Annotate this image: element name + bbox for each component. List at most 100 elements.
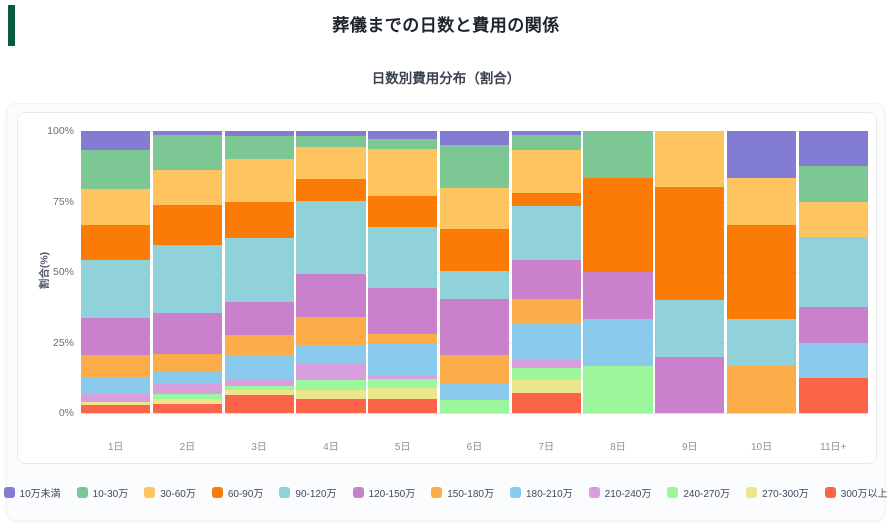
bar-segment-10万未満[interactable] — [511, 131, 581, 135]
bar-segment-120-150万[interactable] — [368, 287, 438, 334]
bar-segment-10-30万[interactable] — [583, 131, 653, 179]
bar-segment-10万未満[interactable] — [224, 131, 294, 137]
bar-segment-90-120万[interactable] — [798, 236, 868, 308]
bar-segment-120-150万[interactable] — [511, 260, 581, 300]
bar-segment-60-90万[interactable] — [655, 187, 725, 301]
bar-segment-10-30万[interactable] — [798, 166, 868, 202]
legend-item-10万未満[interactable]: 10万未満 — [3, 485, 61, 500]
legend-item-10-30万[interactable]: 10-30万 — [76, 485, 128, 500]
bar-segment-30-60万[interactable] — [368, 149, 438, 196]
bar-segment-180-210万[interactable] — [368, 344, 438, 376]
bar-segment-10万未満[interactable] — [798, 131, 868, 167]
bar-segment-90-120万[interactable] — [368, 226, 438, 288]
stacked-bar-5日[interactable] — [368, 131, 438, 413]
bar-segment-300万以上[interactable] — [798, 377, 868, 413]
bar-segment-150-180万[interactable] — [296, 317, 366, 346]
bar-segment-90-120万[interactable] — [726, 319, 797, 366]
bar-segment-270-300万[interactable] — [224, 389, 294, 396]
bar-segment-300万以上[interactable] — [368, 398, 438, 413]
bar-segment-300万以上[interactable] — [511, 392, 581, 413]
legend-item-300万以上[interactable]: 300万以上 — [824, 485, 887, 500]
bar-segment-270-300万[interactable] — [368, 387, 438, 399]
bar-segment-180-210万[interactable] — [81, 377, 151, 395]
bar-segment-30-60万[interactable] — [726, 178, 797, 226]
bar-segment-300万以上[interactable] — [81, 405, 151, 413]
bar-segment-30-60万[interactable] — [296, 147, 366, 179]
bar-segment-30-60万[interactable] — [224, 158, 294, 202]
bar-segment-210-240万[interactable] — [296, 363, 366, 381]
bar-segment-210-240万[interactable] — [368, 375, 438, 379]
legend-item-210-240万[interactable]: 210-240万 — [588, 485, 651, 500]
bar-segment-10万未満[interactable] — [296, 131, 366, 137]
bar-segment-90-120万[interactable] — [81, 259, 151, 319]
bar-segment-240-270万[interactable] — [224, 385, 294, 390]
bar-segment-30-60万[interactable] — [798, 201, 868, 237]
legend-item-150-180万[interactable]: 150-180万 — [431, 485, 494, 500]
bar-segment-180-210万[interactable] — [439, 382, 510, 400]
stacked-bar-4日[interactable] — [296, 131, 366, 413]
bar-segment-150-180万[interactable] — [511, 299, 581, 323]
legend-item-120-150万[interactable]: 120-150万 — [352, 485, 415, 500]
bar-segment-150-180万[interactable] — [439, 354, 510, 383]
bar-segment-150-180万[interactable] — [368, 333, 438, 345]
bar-segment-240-270万[interactable] — [439, 399, 510, 413]
legend-item-30-60万[interactable]: 30-60万 — [144, 485, 196, 500]
bar-segment-180-210万[interactable] — [798, 342, 868, 378]
bar-segment-150-180万[interactable] — [726, 365, 797, 413]
stacked-bar-1日[interactable] — [81, 131, 151, 413]
bar-segment-30-60万[interactable] — [655, 131, 725, 188]
bar-segment-10万未満[interactable] — [152, 131, 223, 136]
bar-segment-210-240万[interactable] — [511, 359, 581, 369]
bar-segment-150-180万[interactable] — [81, 355, 151, 378]
bar-segment-300万以上[interactable] — [152, 404, 223, 413]
bar-segment-60-90万[interactable] — [152, 204, 223, 245]
bar-segment-240-270万[interactable] — [368, 378, 438, 388]
bar-segment-10-30万[interactable] — [439, 145, 510, 188]
stacked-bar-9日[interactable] — [655, 131, 725, 413]
bar-segment-30-60万[interactable] — [511, 150, 581, 194]
legend-item-60-90万[interactable]: 60-90万 — [211, 485, 263, 500]
bar-segment-270-300万[interactable] — [81, 401, 151, 406]
bar-segment-120-150万[interactable] — [439, 299, 510, 355]
bar-segment-10万未満[interactable] — [726, 131, 797, 179]
bar-segment-120-150万[interactable] — [224, 302, 294, 335]
bar-segment-210-240万[interactable] — [152, 382, 223, 394]
bar-segment-270-300万[interactable] — [152, 399, 223, 405]
bar-segment-60-90万[interactable] — [368, 195, 438, 227]
bar-segment-210-240万[interactable] — [81, 394, 151, 402]
bar-segment-10-30万[interactable] — [152, 135, 223, 171]
bar-segment-90-120万[interactable] — [511, 206, 581, 261]
bar-segment-240-270万[interactable] — [511, 368, 581, 381]
bar-segment-300万以上[interactable] — [296, 399, 366, 413]
bar-segment-60-90万[interactable] — [81, 224, 151, 260]
bar-segment-60-90万[interactable] — [224, 201, 294, 239]
bar-segment-10-30万[interactable] — [81, 150, 151, 190]
bar-segment-120-150万[interactable] — [296, 274, 366, 318]
bar-segment-300万以上[interactable] — [224, 395, 294, 413]
stacked-bar-7日[interactable] — [511, 131, 581, 413]
legend-item-90-120万[interactable]: 90-120万 — [279, 485, 337, 500]
stacked-bar-2日[interactable] — [152, 131, 223, 413]
legend-item-270-300万[interactable]: 270-300万 — [746, 485, 809, 500]
bar-segment-180-210万[interactable] — [296, 345, 366, 364]
bar-segment-10-30万[interactable] — [296, 136, 366, 148]
bar-segment-150-180万[interactable] — [152, 354, 223, 373]
bar-segment-90-120万[interactable] — [152, 244, 223, 314]
bar-segment-150-180万[interactable] — [224, 334, 294, 355]
bar-segment-120-150万[interactable] — [81, 318, 151, 356]
bar-segment-210-240万[interactable] — [224, 378, 294, 386]
bar-segment-180-210万[interactable] — [224, 354, 294, 379]
bar-segment-180-210万[interactable] — [511, 322, 581, 360]
bar-segment-30-60万[interactable] — [439, 187, 510, 230]
stacked-bar-6日[interactable] — [439, 131, 510, 413]
bar-segment-240-270万[interactable] — [152, 393, 223, 400]
bar-segment-90-120万[interactable] — [296, 200, 366, 275]
bar-segment-240-270万[interactable] — [583, 365, 653, 413]
stacked-bar-10日[interactable] — [726, 131, 797, 413]
stacked-bar-3日[interactable] — [224, 131, 294, 413]
bar-segment-240-270万[interactable] — [296, 380, 366, 390]
bar-segment-120-150万[interactable] — [798, 307, 868, 343]
bar-segment-90-120万[interactable] — [224, 238, 294, 303]
bar-segment-90-120万[interactable] — [655, 300, 725, 357]
bar-segment-120-150万[interactable] — [655, 356, 725, 413]
